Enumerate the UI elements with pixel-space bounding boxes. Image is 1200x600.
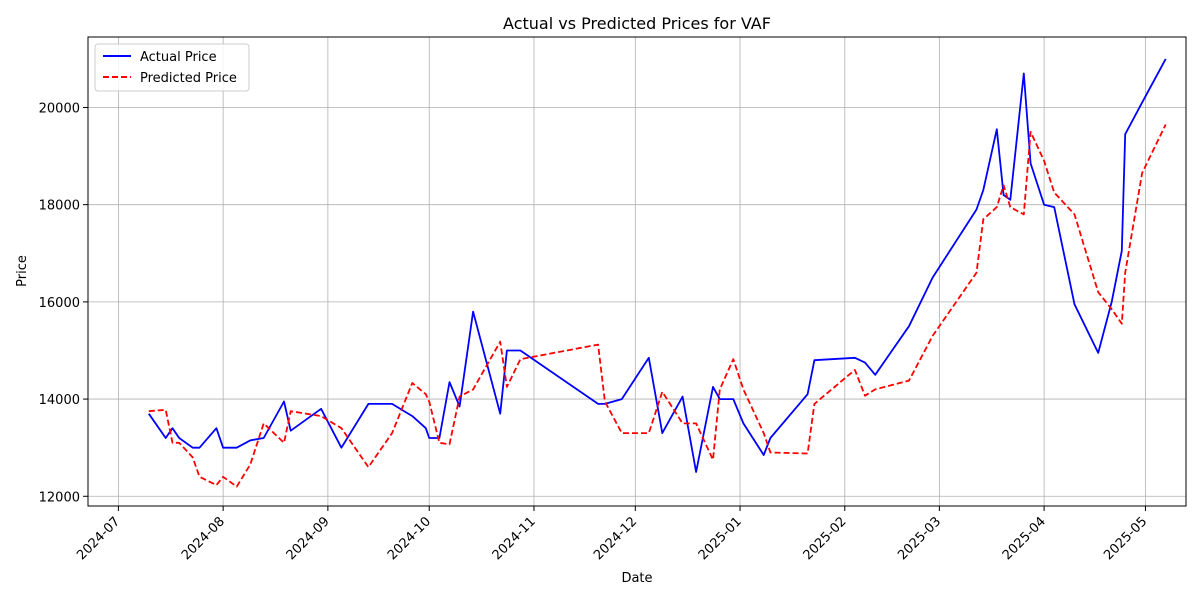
series-lines: [148, 58, 1167, 488]
y-tick-label: 20000: [39, 101, 80, 116]
plot-area-frame: [87, 36, 1187, 507]
y-tick-label: 18000: [39, 199, 80, 214]
y-tick-label: 14000: [39, 393, 80, 408]
y-tick-label: 12000: [39, 490, 80, 505]
y-tick-label: 16000: [39, 296, 80, 311]
grid: [88, 37, 1186, 506]
legend-label-actual: Actual Price: [140, 50, 217, 65]
y-axis-label: Price: [15, 255, 30, 287]
legend-label-predicted: Predicted Price: [140, 71, 237, 86]
chart-title: Actual vs Predicted Prices for VAF: [503, 14, 771, 33]
x-axis-label: Date: [621, 571, 652, 586]
legend: Actual Price Predicted Price: [94, 43, 250, 92]
legend-box: [94, 43, 250, 92]
series-line-actual: [148, 58, 1167, 473]
y-axis-ticks: 12000 14000 16000 18000 20000: [39, 101, 88, 505]
